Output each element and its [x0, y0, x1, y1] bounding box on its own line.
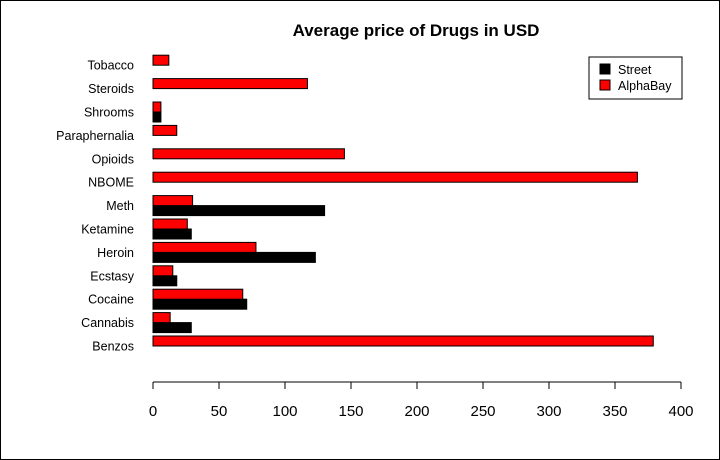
x-tick-label-0: 0 — [149, 403, 157, 420]
category-label-tobacco: Tobacco — [87, 59, 134, 73]
x-tick-label-400: 400 — [668, 403, 693, 420]
bar-alphabay-heroin — [152, 241, 257, 253]
bars-group — [152, 54, 654, 347]
bar-street-ketamine — [152, 228, 192, 240]
category-labels: Benzos Cannabis Cocaine Ecstasy Heroin Ketami… — [56, 59, 135, 354]
x-tick-label-250: 250 — [470, 403, 495, 420]
category-label-nbome: NBOME — [88, 176, 134, 190]
legend-label-alphabay: AlphaBay — [618, 79, 672, 93]
category-label-ecstasy: Ecstasy — [90, 269, 135, 283]
bar-street-ecstasy — [152, 275, 178, 287]
category-label-meth: Meth — [106, 199, 134, 213]
category-label-opioids: Opioids — [92, 152, 134, 166]
bar-alphabay-steroids — [152, 78, 308, 90]
bar-alphabay-meth — [152, 195, 194, 207]
bar-alphabay-opioids — [152, 148, 345, 160]
chart-title: Average price of Drugs in USD — [293, 21, 540, 40]
bar-alphabay-paraphernalia — [152, 124, 178, 136]
x-tick-label-350: 350 — [602, 403, 627, 420]
category-label-cocaine: Cocaine — [88, 293, 134, 307]
category-label-cannabis: Cannabis — [81, 316, 134, 330]
x-axis: 0 50 100 150 200 250 300 350 400 — [149, 381, 694, 420]
category-label-ketamine: Ketamine — [81, 223, 134, 237]
category-label-heroin: Heroin — [97, 246, 134, 260]
category-label-steroids: Steroids — [88, 82, 134, 96]
x-tick-label-150: 150 — [338, 403, 363, 420]
x-tick-label-300: 300 — [536, 403, 561, 420]
x-tick-label-50: 50 — [211, 403, 228, 420]
legend-swatch-alphabay — [599, 79, 611, 91]
bar-alphabay-cannabis — [152, 312, 171, 324]
bar-street-shrooms — [152, 111, 162, 123]
legend-swatch-street — [599, 63, 611, 75]
bar-street-heroin — [152, 251, 316, 263]
bar-street-cocaine — [152, 298, 248, 310]
bar-street-meth — [152, 205, 326, 217]
bar-alphabay-ecstasy — [152, 265, 174, 277]
bar-alphabay-benzos — [152, 335, 654, 347]
bar-alphabay-cocaine — [152, 288, 244, 300]
bar-alphabay-ketamine — [152, 218, 188, 230]
bar-street-cannabis — [152, 322, 192, 334]
category-label-paraphernalia: Paraphernalia — [56, 129, 134, 143]
bar-alphabay-nbome — [152, 171, 638, 183]
x-tick-label-200: 200 — [404, 403, 429, 420]
x-tick-label-100: 100 — [272, 403, 297, 420]
bar-alphabay-tobacco — [152, 54, 170, 66]
legend: Street AlphaBay — [588, 56, 683, 100]
category-label-shrooms: Shrooms — [84, 106, 134, 120]
legend-label-street: Street — [618, 63, 652, 77]
bar-alphabay-shrooms — [152, 101, 162, 113]
category-label-benzos: Benzos — [92, 340, 134, 354]
